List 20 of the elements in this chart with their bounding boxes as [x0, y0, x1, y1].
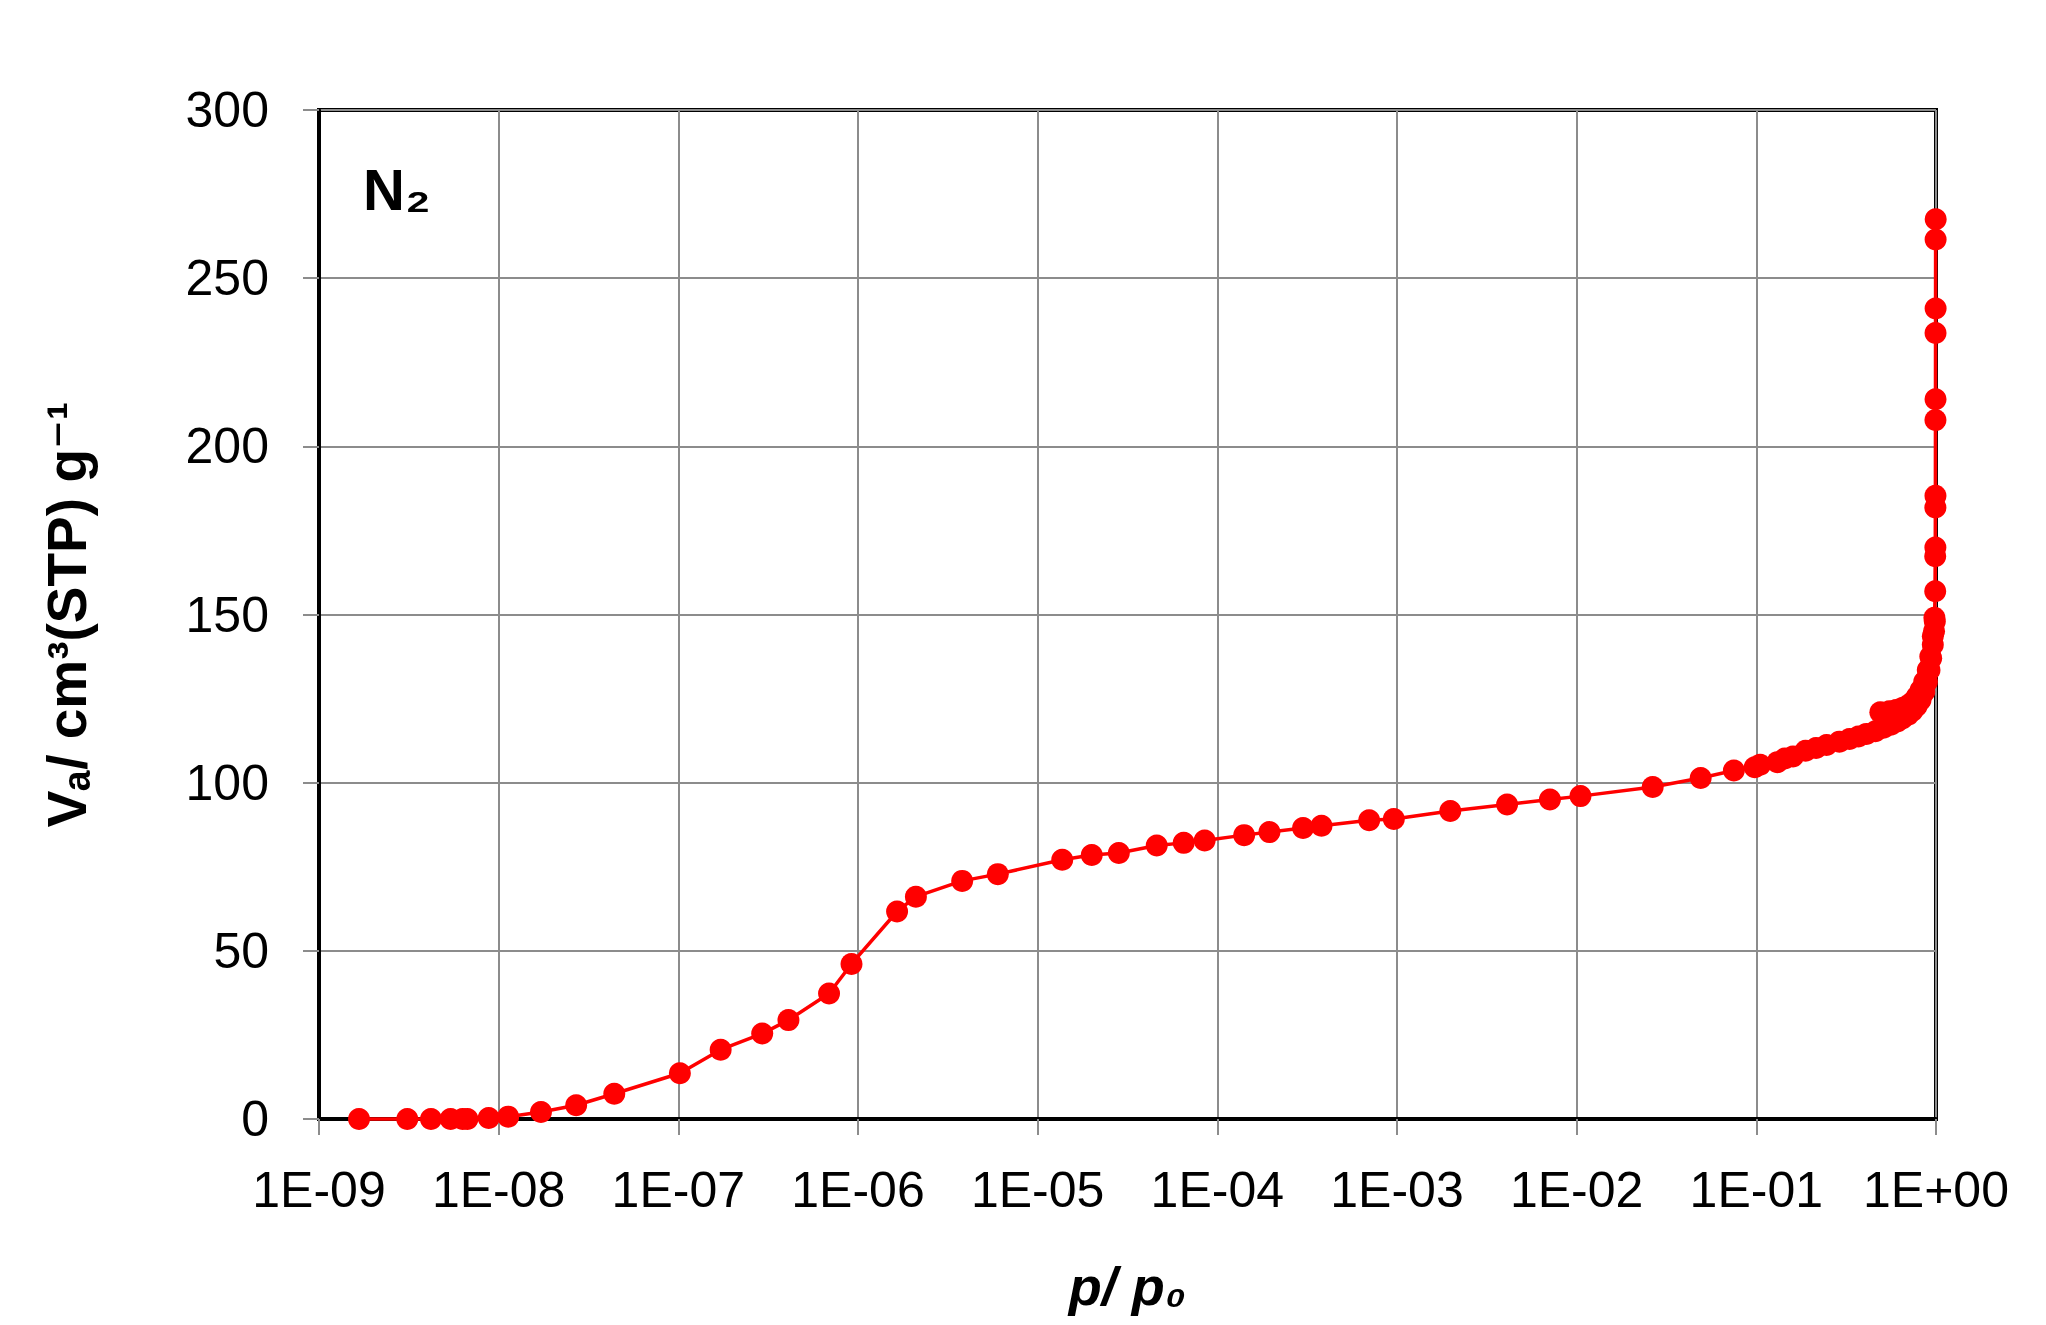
y-tick-label: 150: [185, 586, 269, 643]
y-tick-label: 200: [185, 418, 269, 475]
x-tick-label: 1E-01: [1689, 1162, 1824, 1218]
y-axis-title: Vₐ/ cm³(STP) g⁻¹: [35, 401, 98, 828]
x-tick-label: 1E-06: [791, 1162, 925, 1218]
y-tick-label: 0: [241, 1091, 269, 1147]
y-tick-label: 250: [185, 250, 269, 307]
x-tick-label: 1E-07: [611, 1162, 746, 1218]
annotation: N₂: [363, 156, 431, 222]
x-tick-label: 1E+00: [1863, 1162, 2009, 1218]
y-tick-label: 100: [185, 754, 269, 811]
x-tick-label: 1E-05: [970, 1162, 1105, 1218]
x-tick-label: 1E-04: [1150, 1162, 1285, 1218]
x-tick-label: 1E-08: [431, 1162, 566, 1218]
x-tick-label: 1E-03: [1330, 1162, 1464, 1218]
y-tick-label: 300: [185, 82, 269, 138]
x-tick-label: 1E-02: [1509, 1162, 1644, 1218]
x-axis-title: p/ p₀: [1066, 1256, 1187, 1316]
y-tick-label: 50: [213, 922, 269, 979]
x-tick-label: 1E-09: [252, 1162, 386, 1218]
